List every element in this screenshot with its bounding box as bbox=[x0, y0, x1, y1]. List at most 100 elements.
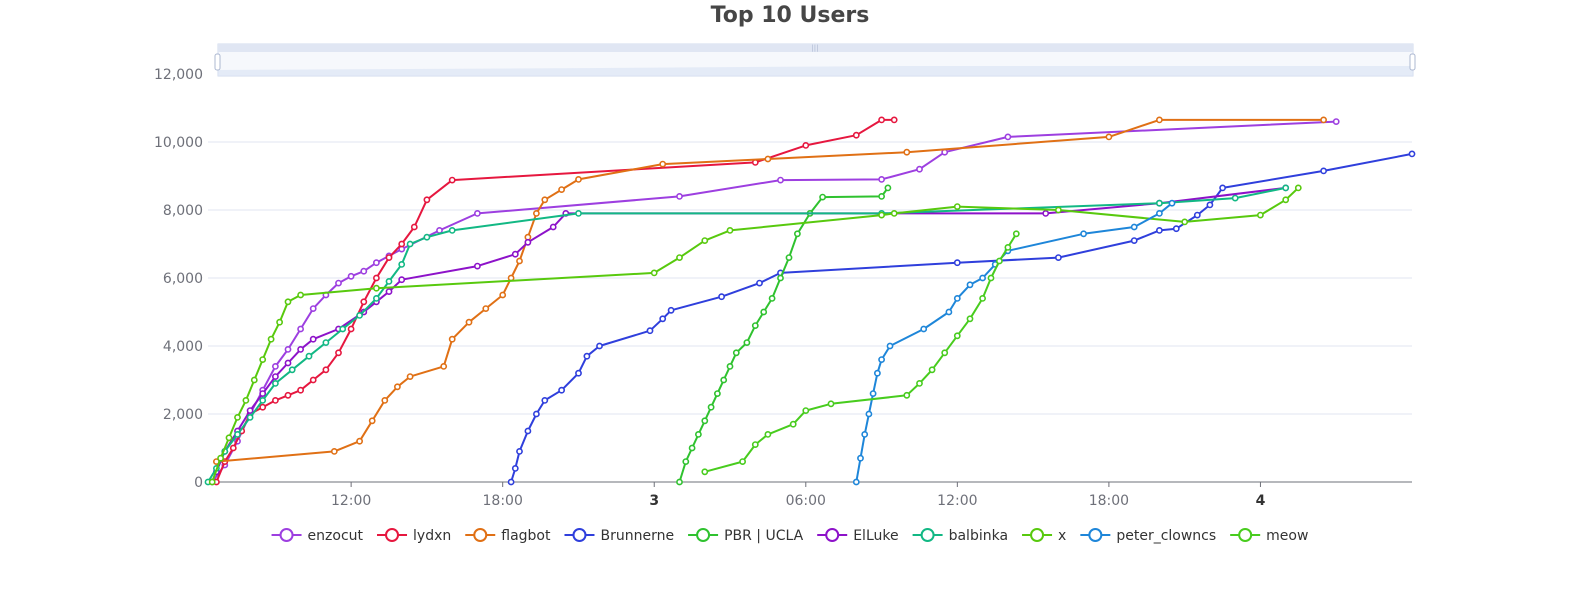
legend-item-pbr-ucla[interactable]: PBR | UCLA bbox=[688, 528, 804, 544]
data-point[interactable] bbox=[284, 391, 292, 399]
data-point[interactable] bbox=[208, 478, 216, 486]
data-point[interactable] bbox=[322, 366, 330, 374]
data-point[interactable] bbox=[473, 209, 481, 217]
data-point[interactable] bbox=[259, 396, 267, 404]
series-line[interactable] bbox=[704, 233, 1018, 473]
data-point[interactable] bbox=[516, 447, 523, 455]
data-point[interactable] bbox=[953, 203, 961, 210]
data-point[interactable] bbox=[575, 369, 582, 377]
legend-item-elluke[interactable]: ElLuke bbox=[817, 528, 899, 544]
data-point[interactable] bbox=[271, 373, 279, 380]
data-point[interactable] bbox=[284, 345, 292, 353]
data-point[interactable] bbox=[777, 176, 784, 184]
data-point[interactable] bbox=[499, 291, 507, 299]
data-point[interactable] bbox=[953, 259, 961, 267]
data-point[interactable] bbox=[259, 403, 267, 411]
data-point[interactable] bbox=[406, 240, 414, 248]
data-point[interactable] bbox=[372, 284, 380, 292]
data-point[interactable] bbox=[305, 352, 313, 360]
data-point[interactable] bbox=[878, 211, 885, 219]
data-point[interactable] bbox=[511, 464, 519, 472]
data-point[interactable] bbox=[751, 322, 759, 329]
data-point[interactable] bbox=[250, 376, 258, 384]
data-point[interactable] bbox=[966, 315, 974, 323]
data-point[interactable] bbox=[726, 362, 734, 370]
data-point[interactable] bbox=[884, 184, 892, 192]
data-point[interactable] bbox=[516, 257, 523, 265]
data-point[interactable] bbox=[1105, 133, 1113, 141]
data-point[interactable] bbox=[760, 308, 768, 316]
data-point[interactable] bbox=[802, 407, 810, 414]
data-point[interactable] bbox=[410, 223, 418, 231]
data-point[interactable] bbox=[878, 192, 885, 200]
data-point[interactable] bbox=[646, 327, 654, 335]
data-point[interactable] bbox=[398, 260, 406, 268]
data-point[interactable] bbox=[297, 386, 304, 394]
zoom-slider-bar[interactable] bbox=[218, 44, 1413, 52]
data-point[interactable] bbox=[1320, 116, 1327, 124]
data-point[interactable] bbox=[682, 458, 690, 465]
data-point[interactable] bbox=[1156, 209, 1163, 217]
data-point[interactable] bbox=[1172, 225, 1180, 233]
data-point[interactable] bbox=[322, 339, 330, 346]
data-point[interactable] bbox=[751, 441, 759, 448]
data-point[interactable] bbox=[928, 366, 936, 374]
data-point[interactable] bbox=[1012, 230, 1020, 238]
legend-item-enzocut[interactable]: enzocut bbox=[271, 528, 364, 544]
data-point[interactable] bbox=[707, 403, 715, 411]
data-point[interactable] bbox=[890, 209, 898, 217]
data-point[interactable] bbox=[385, 288, 393, 295]
data-point[interactable] bbox=[372, 259, 380, 267]
data-point[interactable] bbox=[1156, 199, 1163, 207]
data-point[interactable] bbox=[288, 366, 296, 374]
data-point[interactable] bbox=[583, 352, 591, 360]
legend-item-balbinka[interactable]: balbinka bbox=[912, 528, 1008, 544]
data-point[interactable] bbox=[857, 454, 864, 462]
data-point[interactable] bbox=[701, 417, 709, 425]
data-point[interactable] bbox=[558, 386, 565, 394]
data-point[interactable] bbox=[676, 254, 683, 261]
data-point[interactable] bbox=[701, 237, 709, 244]
data-point[interactable] bbox=[284, 298, 292, 306]
data-point[interactable] bbox=[335, 349, 342, 357]
series-line[interactable] bbox=[510, 152, 1413, 483]
data-point[interactable] bbox=[903, 391, 911, 399]
data-point[interactable] bbox=[1055, 254, 1062, 261]
data-point[interactable] bbox=[229, 444, 237, 452]
data-point[interactable] bbox=[1156, 226, 1163, 234]
legend-item-brunnerne[interactable]: Brunnerne bbox=[564, 528, 674, 544]
data-point[interactable] bbox=[794, 230, 801, 238]
data-point[interactable] bbox=[1168, 199, 1176, 207]
data-point[interactable] bbox=[1130, 223, 1138, 231]
data-point[interactable] bbox=[878, 175, 885, 183]
data-point[interactable] bbox=[271, 362, 279, 370]
series-line[interactable] bbox=[855, 202, 1173, 483]
data-point[interactable] bbox=[979, 274, 986, 282]
data-point[interactable] bbox=[423, 196, 431, 204]
legend-item-x[interactable]: x bbox=[1022, 528, 1066, 544]
data-point[interactable] bbox=[558, 186, 565, 193]
data-point[interactable] bbox=[1231, 194, 1239, 202]
data-point[interactable] bbox=[945, 308, 953, 316]
data-point[interactable] bbox=[1080, 230, 1087, 238]
data-point[interactable] bbox=[789, 420, 797, 428]
series-line[interactable] bbox=[207, 186, 1286, 483]
data-point[interactable] bbox=[1130, 237, 1138, 244]
data-point[interactable] bbox=[1408, 150, 1416, 158]
data-point[interactable] bbox=[1181, 218, 1189, 226]
data-point[interactable] bbox=[650, 269, 658, 277]
data-point[interactable] bbox=[869, 390, 877, 397]
data-point[interactable] bbox=[448, 226, 456, 234]
data-point[interactable] bbox=[225, 434, 233, 442]
data-point[interactable] bbox=[1294, 184, 1302, 192]
data-point[interactable] bbox=[667, 306, 675, 314]
data-point[interactable] bbox=[330, 447, 338, 455]
data-point[interactable] bbox=[878, 116, 885, 124]
data-point[interactable] bbox=[524, 238, 532, 246]
data-point[interactable] bbox=[701, 468, 709, 476]
data-point[interactable] bbox=[267, 335, 275, 343]
data-point[interactable] bbox=[966, 281, 974, 289]
data-point[interactable] bbox=[246, 407, 254, 414]
data-point[interactable] bbox=[541, 396, 549, 404]
data-point[interactable] bbox=[916, 379, 923, 387]
